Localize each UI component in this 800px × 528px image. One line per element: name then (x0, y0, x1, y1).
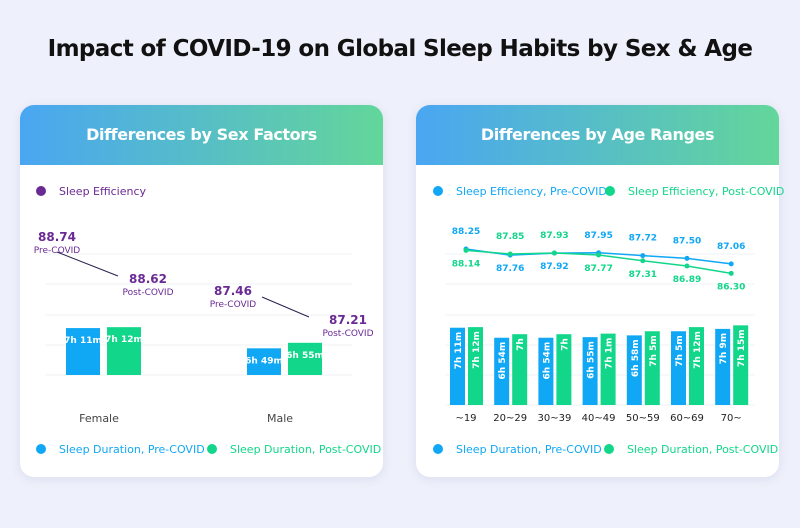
efficiency-value: 87.76 (496, 264, 524, 274)
legend-sleep-efficiency-marker (36, 186, 46, 196)
x-tick-label: 50~59 (626, 413, 660, 424)
efficiency-value: 88.14 (452, 259, 480, 269)
bar-post (644, 331, 660, 405)
sex-card-title: Differences by Sex Factors (20, 105, 383, 165)
legend-sleep-efficiency: Sleep Efficiency (59, 185, 147, 198)
efficiency-value: 87.77 (584, 264, 612, 274)
bar-label: 7h (560, 338, 570, 351)
bar-pre (582, 337, 598, 405)
bar-pre (450, 327, 465, 405)
bar-post (107, 327, 141, 375)
bar-post (689, 327, 704, 405)
efficiency-value: 87.46 (214, 284, 252, 298)
bar-pre (626, 335, 642, 405)
bar-label: 7h 9m (719, 333, 729, 364)
bar-label: 6h 58m (631, 339, 641, 377)
legend-efficiency-post-marker (605, 186, 615, 196)
efficiency-value: 87.06 (717, 242, 745, 252)
efficiency-point (684, 255, 690, 261)
legend-duration-pre: Sleep Duration, Pre-COVID (59, 443, 205, 456)
efficiency-value: 88.62 (129, 272, 167, 286)
efficiency-point (684, 263, 690, 269)
efficiency-value: 87.31 (629, 270, 657, 280)
bar-label: 7h (516, 338, 526, 351)
bar-post (600, 333, 616, 405)
efficiency-value: 86.30 (717, 282, 745, 292)
bar-pre (671, 331, 686, 405)
efficiency-point (551, 250, 557, 256)
bar-post (556, 334, 572, 405)
page-title: Impact of COVID-19 on Global Sleep Habit… (47, 36, 753, 62)
bar-pre (715, 328, 731, 405)
x-tick-label: 20~29 (493, 413, 527, 424)
efficiency-point (640, 253, 646, 259)
efficiency-value: 87.95 (584, 231, 612, 241)
bar-label: 7h 15m (737, 329, 747, 367)
bar-label: 7h 12m (472, 331, 482, 369)
efficiency-point (463, 247, 469, 253)
x-tick-label: Female (79, 412, 119, 425)
bar-label: 7h 12m (693, 331, 703, 369)
efficiency-value: 88.25 (452, 227, 480, 237)
efficiency-line (56, 251, 119, 277)
x-tick-label: 60~69 (670, 413, 704, 424)
efficiency-point (640, 258, 646, 264)
efficiency-value: 87.72 (629, 234, 657, 244)
bar-post (512, 334, 528, 405)
age-card-title: Differences by Age Ranges (416, 105, 779, 165)
efficiency-point (728, 270, 734, 276)
efficiency-value: 87.50 (673, 236, 701, 246)
efficiency-value: 87.85 (496, 232, 524, 242)
x-tick-label: 40~49 (582, 413, 616, 424)
bar-label: 7h 11m (64, 336, 102, 346)
bar-pre (66, 328, 100, 375)
bar-post (468, 327, 483, 405)
efficiency-value: 88.74 (38, 230, 76, 244)
x-tick-label: 70~ (721, 413, 742, 424)
x-tick-label: 30~39 (537, 413, 571, 424)
legend-duration-pre: Sleep Duration, Pre-COVID (456, 443, 602, 456)
legend-efficiency-post: Sleep Efficiency, Post-COVID (628, 185, 784, 198)
bar-pre (247, 348, 281, 375)
efficiency-value: 87.92 (540, 262, 568, 272)
x-tick-label: ~19 (455, 413, 476, 424)
legend-efficiency-pre: Sleep Efficiency, Pre-COVID (456, 185, 607, 198)
age-card: Differences by Age Ranges (416, 105, 779, 477)
efficiency-point (507, 251, 513, 257)
efficiency-period: Pre-COVID (34, 246, 81, 256)
efficiency-point (728, 261, 734, 267)
bar-label: 7h 12m (105, 335, 143, 345)
bar-post (288, 342, 322, 375)
bar-post (733, 325, 749, 405)
legend-duration-post-marker (207, 444, 217, 454)
legend-duration-post: Sleep Duration, Post-COVID (230, 443, 381, 456)
efficiency-value: 87.21 (329, 313, 367, 327)
bar-label: 7h 11m (454, 332, 464, 370)
efficiency-period: Post-COVID (122, 288, 173, 298)
efficiency-period: Post-COVID (322, 329, 373, 339)
bar-label: 7h 5m (649, 335, 659, 366)
efficiency-value: 86.89 (673, 275, 701, 285)
efficiency-line (261, 296, 310, 318)
bar-label: 6h 55m (587, 341, 597, 379)
bar-pre (538, 337, 554, 405)
legend-efficiency-pre-marker (433, 186, 443, 196)
efficiency-period: Pre-COVID (210, 300, 257, 310)
legend-duration-post-marker (604, 444, 614, 454)
x-tick-label: Male (267, 412, 293, 425)
bar-label: 7h 1m (605, 338, 615, 369)
bar-label: 7h 5m (675, 335, 685, 366)
bar-label: 6h 49m (245, 356, 283, 366)
bar-label: 6h 54m (498, 342, 508, 380)
bar-label: 6h 54m (542, 342, 552, 380)
sex-card: Differences by Sex Factors (20, 105, 383, 477)
efficiency-point (596, 252, 602, 258)
legend-duration-pre-marker (433, 444, 443, 454)
legend-duration-post: Sleep Duration, Post-COVID (627, 443, 778, 456)
efficiency-value: 87.93 (540, 231, 568, 241)
legend-duration-pre-marker (36, 444, 46, 454)
bar-label: 6h 55m (286, 351, 324, 361)
bar-pre (494, 337, 510, 405)
